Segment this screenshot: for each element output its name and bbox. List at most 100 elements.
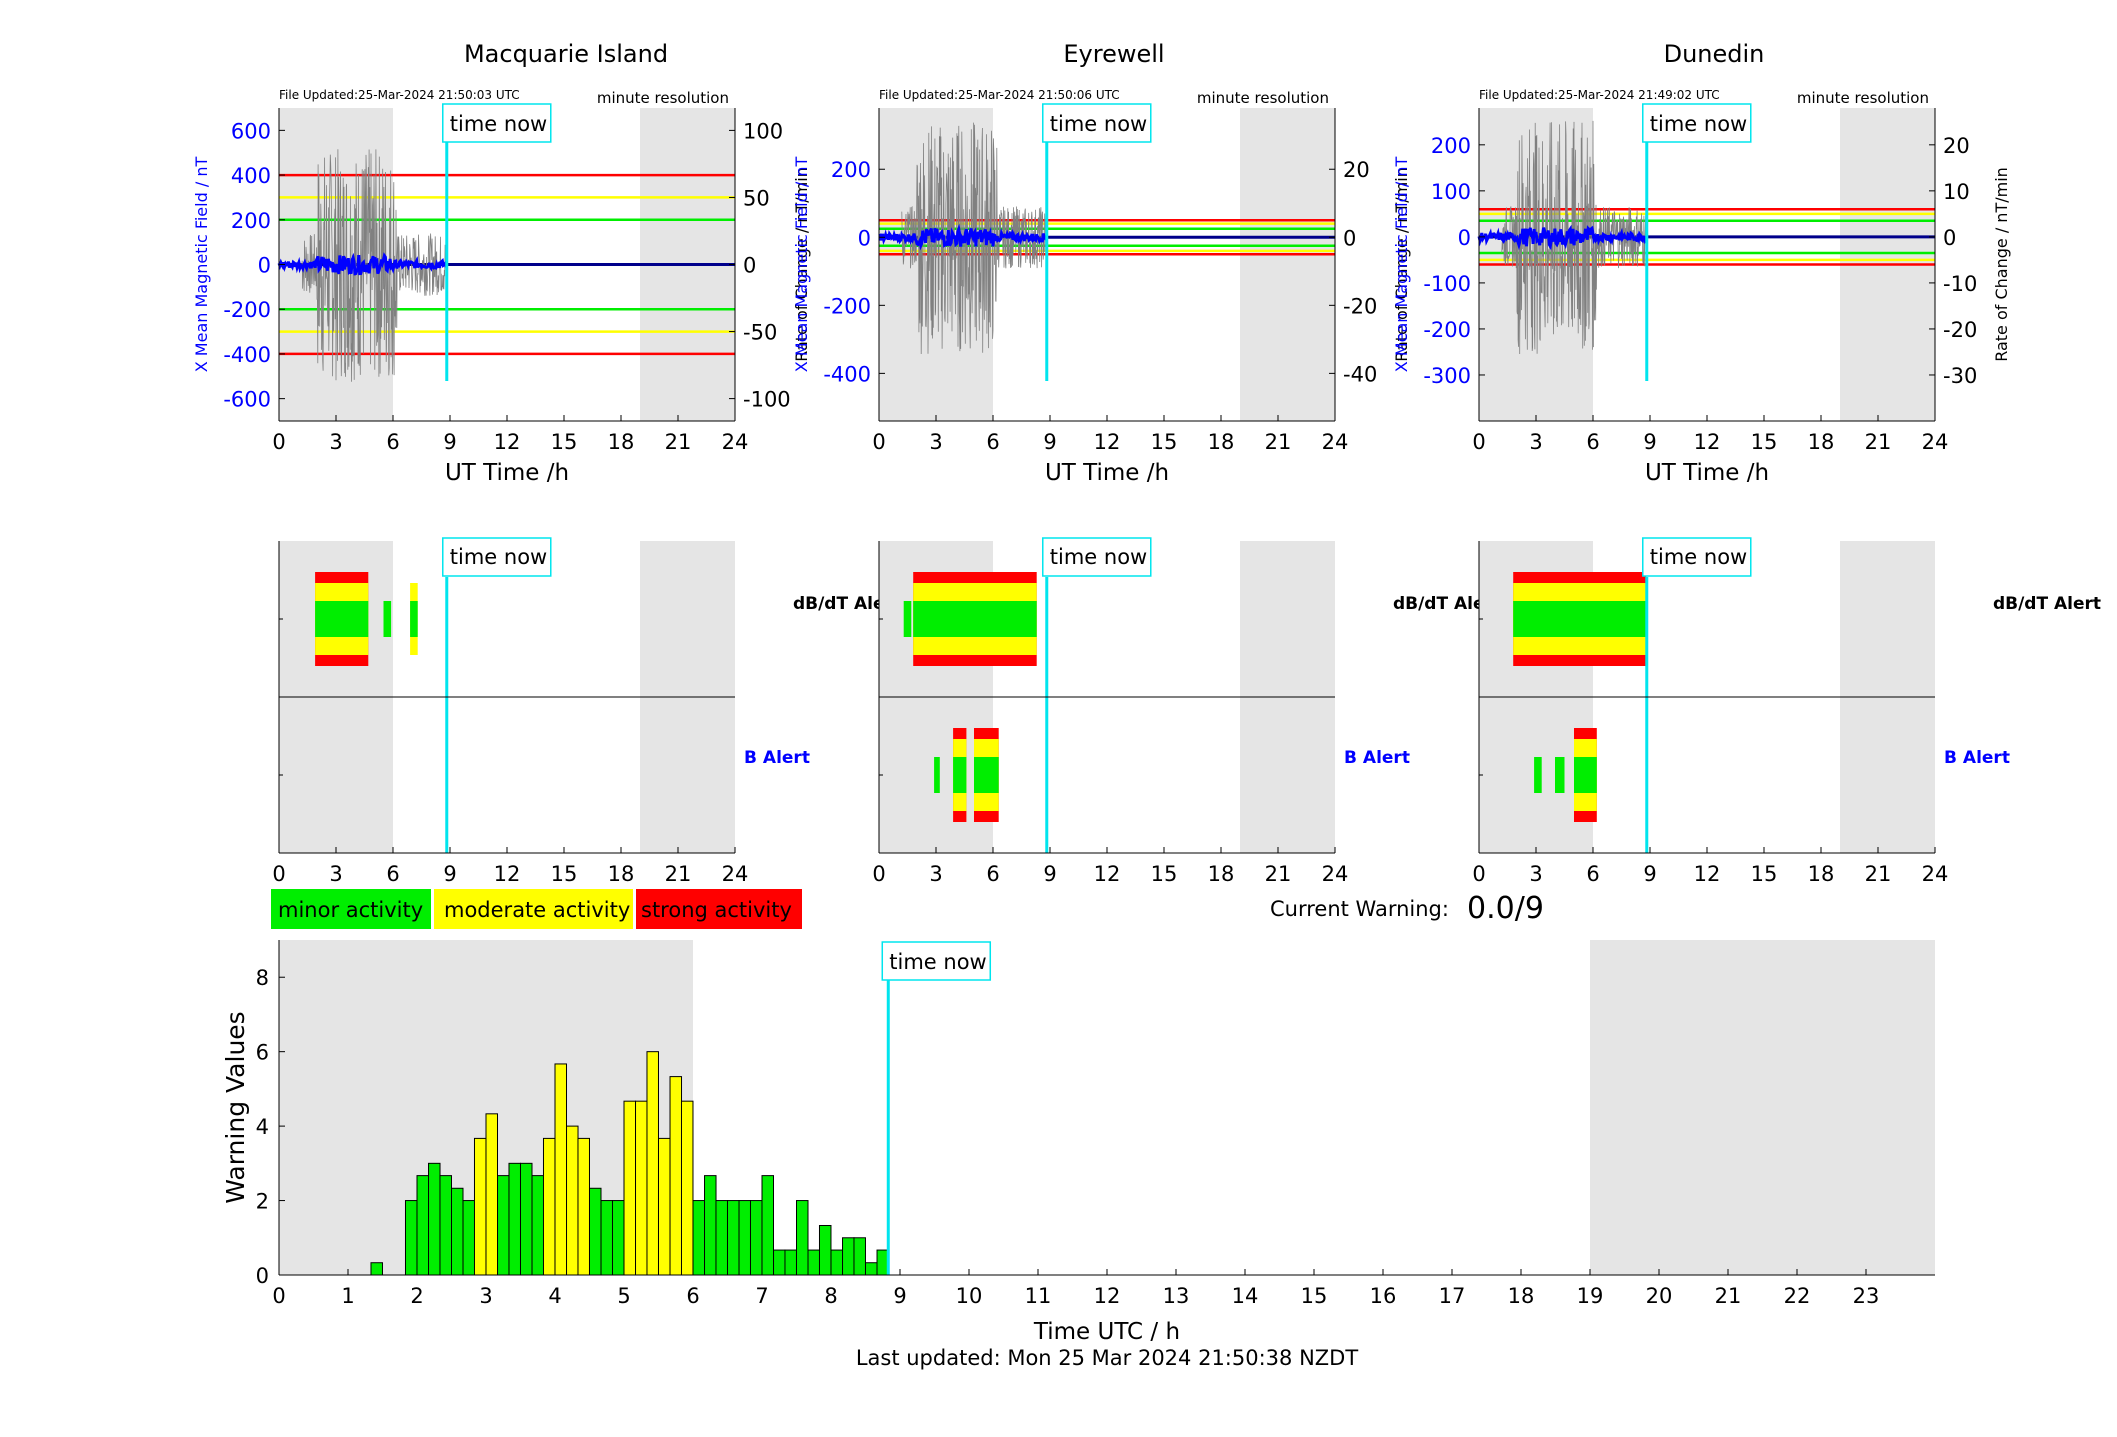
x-tick-label: 18 — [1208, 862, 1235, 886]
warning-bar-minor — [715, 1200, 728, 1276]
alert-panel-eyrewell: time now 0 3 6 9 12 15 18 21 24 dB/dT Alert B Alert — [872, 537, 1501, 886]
x-tick-label: 13 — [1163, 1284, 1190, 1308]
y-right-tick-label: 0 — [743, 254, 756, 278]
y-left-tick-label: -200 — [823, 294, 871, 318]
y-right-tick-label: -40 — [1343, 362, 1377, 386]
time-now-box — [1642, 537, 1752, 577]
x-axis-label: UT Time /h — [1045, 460, 1169, 486]
warning-bar-minor — [611, 1200, 625, 1276]
x-tick-label: 9 — [1043, 430, 1056, 454]
x-tick-label: 6 — [686, 1284, 699, 1308]
y-left-tick-label: -200 — [223, 298, 271, 322]
y-right-tick-label: 10 — [1943, 180, 1970, 204]
field-trace — [878, 223, 1048, 251]
warning-bar-minor — [497, 1175, 510, 1276]
warning-bar-minor — [508, 1162, 521, 1276]
x-tick-label: 24 — [1922, 862, 1949, 886]
x-tick-label: 15 — [1751, 862, 1778, 886]
warning-bar-minor — [727, 1200, 740, 1276]
y-left-tick-label: 200 — [831, 158, 871, 182]
x-axis-label: Time UTC / h — [1033, 1319, 1180, 1345]
y-right-tick-label: 0 — [1943, 226, 1956, 250]
x-tick-label: 12 — [1094, 862, 1121, 886]
x-tick-label: 24 — [1922, 430, 1949, 454]
b-alert-bar — [1574, 757, 1597, 793]
b-alert-label: B Alert — [744, 748, 810, 768]
x-axis-label: UT Time /h — [1645, 460, 1769, 486]
y-right-tick-label: -20 — [1343, 294, 1377, 318]
x-tick-label: 9 — [443, 430, 456, 454]
x-tick-label: 0 — [872, 862, 885, 886]
x-tick-label: 0 — [1472, 862, 1485, 886]
warning-bar-moderate — [554, 1063, 568, 1276]
x-tick-label: 6 — [1586, 862, 1599, 886]
y-right-axis-label: Rate of Change / nT/min — [792, 167, 811, 362]
x-tick-label: 21 — [1715, 1284, 1742, 1308]
time-now-label: time now — [1650, 545, 1747, 569]
x-tick-label: 12 — [494, 862, 521, 886]
warning-bar-minor — [439, 1175, 452, 1276]
y-left-tick-label: 0 — [858, 226, 871, 250]
y-left-tick-label: -400 — [823, 362, 871, 386]
y-right-tick-label: 20 — [1343, 158, 1370, 182]
y-tick-label: 2 — [256, 1190, 269, 1214]
warning-bar-moderate — [635, 1100, 648, 1276]
warning-bar-minor — [738, 1200, 752, 1276]
x-tick-label: 3 — [929, 862, 942, 886]
x-tick-label: 15 — [1151, 862, 1178, 886]
y-left-tick-label: 200 — [231, 209, 271, 233]
station-title-macquarie: Macquarie Island — [464, 40, 668, 68]
x-tick-label: 7 — [755, 1284, 768, 1308]
y-left-tick-label: -600 — [223, 388, 271, 412]
legend-moderate-swatch — [434, 889, 633, 929]
warning-bar-minor — [865, 1262, 878, 1276]
warning-bar-minor — [462, 1200, 476, 1276]
x-tick-label: 3 — [329, 862, 342, 886]
x-tick-label: 3 — [329, 430, 342, 454]
b-alert-label: B Alert — [1944, 748, 2010, 768]
y-left-tick-label: -100 — [1423, 272, 1471, 296]
warning-bar-moderate — [669, 1076, 683, 1276]
legend-moderate-label: moderate activity — [444, 898, 630, 922]
warning-bar-minor — [761, 1175, 775, 1276]
field-trace — [1477, 224, 1648, 251]
file-updated: File Updated:25-Mar-2024 21:49:02 UTC — [1479, 88, 1720, 102]
y-right-tick-label: -20 — [1943, 318, 1977, 342]
x-tick-label: 21 — [1265, 862, 1292, 886]
x-tick-label: 21 — [665, 430, 692, 454]
night-shade — [1240, 108, 1335, 421]
x-tick-label: 23 — [1853, 1284, 1880, 1308]
legend-minor-swatch — [271, 889, 431, 929]
x-tick-label: 15 — [1301, 1284, 1328, 1308]
warning-bar-moderate — [485, 1113, 499, 1276]
y-right-tick-label: -100 — [743, 388, 791, 412]
y-right-tick-label: 20 — [1943, 134, 1970, 158]
resolution-label: minute resolution — [1797, 89, 1929, 107]
warning-bar-minor — [853, 1237, 866, 1276]
dbdt-alert-bar — [383, 601, 392, 637]
alert-panel-macquarie: time now 0 3 6 9 12 15 18 21 24 dB/dT Alert B Alert — [272, 537, 901, 886]
y-left-tick-label: 400 — [231, 164, 271, 188]
b-alert-bar — [1555, 757, 1565, 793]
x-tick-label: 4 — [548, 1284, 561, 1308]
warning-bar-minor — [830, 1249, 844, 1276]
y-left-tick-label: 0 — [1458, 226, 1471, 250]
time-now-label: time now — [1050, 112, 1147, 136]
x-tick-label: 24 — [1322, 862, 1349, 886]
dbdt-alert-bar — [315, 601, 369, 637]
x-tick-label: 24 — [722, 862, 749, 886]
field-trace — [277, 252, 448, 276]
x-tick-label: 18 — [1808, 862, 1835, 886]
x-tick-label: 0 — [272, 862, 285, 886]
y-left-tick-label: -200 — [1423, 318, 1471, 342]
warning-bar-moderate — [473, 1137, 487, 1276]
time-now-box — [1042, 537, 1152, 577]
station-title-eyrewell: Eyrewell — [1063, 40, 1164, 68]
b-alert-bar — [934, 757, 940, 793]
warning-bar-moderate — [566, 1125, 579, 1276]
x-tick-label: 21 — [665, 862, 692, 886]
x-tick-label: 15 — [1751, 430, 1778, 454]
mag-panel-macquarie: time now 0 3 6 9 12 15 18 21 24 UT Time /h -600 -400… — [192, 88, 811, 486]
x-tick-label: 6 — [986, 862, 999, 886]
